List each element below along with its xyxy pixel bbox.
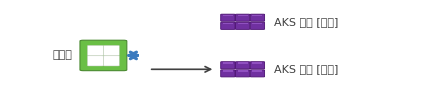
FancyBboxPatch shape: [235, 70, 250, 77]
FancyBboxPatch shape: [235, 62, 250, 69]
FancyBboxPatch shape: [221, 14, 235, 21]
Bar: [223, 15, 233, 16]
FancyBboxPatch shape: [80, 40, 127, 71]
FancyBboxPatch shape: [235, 22, 250, 29]
Bar: [238, 62, 248, 64]
Bar: [223, 62, 233, 64]
Bar: [238, 15, 248, 16]
FancyBboxPatch shape: [235, 14, 250, 21]
FancyBboxPatch shape: [250, 62, 265, 69]
FancyBboxPatch shape: [250, 22, 265, 29]
FancyBboxPatch shape: [87, 45, 103, 56]
Text: AKS 叢集 [藍色]: AKS 叢集 [藍色]: [274, 17, 339, 27]
Bar: [223, 23, 233, 24]
Text: AKS 叢集 [綠色]: AKS 叢集 [綠色]: [274, 64, 339, 74]
FancyBboxPatch shape: [221, 62, 235, 69]
Bar: [238, 70, 248, 72]
FancyBboxPatch shape: [103, 45, 119, 56]
FancyBboxPatch shape: [103, 56, 119, 66]
Text: 路由器: 路由器: [53, 50, 73, 60]
Bar: [238, 23, 248, 24]
FancyBboxPatch shape: [221, 70, 235, 77]
Bar: [252, 23, 262, 24]
Bar: [223, 70, 233, 72]
FancyBboxPatch shape: [87, 56, 103, 66]
FancyBboxPatch shape: [250, 70, 265, 77]
FancyBboxPatch shape: [221, 22, 235, 29]
Bar: [252, 62, 262, 64]
Bar: [252, 70, 262, 72]
Bar: [252, 15, 262, 16]
FancyBboxPatch shape: [250, 14, 265, 21]
